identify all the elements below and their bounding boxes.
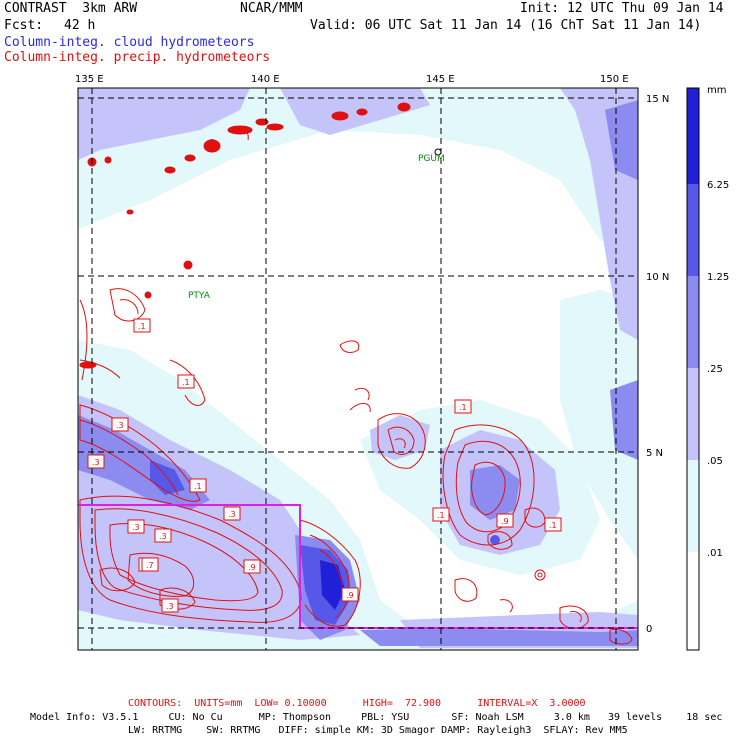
model-info-line2: LW: RRTMG SW: RRTMG DIFF: simple KM: 3D … [128,725,628,736]
contour-label: .3 [161,598,179,613]
lon-label-135: 135 E [75,74,104,85]
contour-label: .7 [141,557,159,572]
colorbar-label-1.25: 1.25 [707,272,729,283]
center-title: NCAR/MMM [240,1,303,16]
contour-label-box [454,399,472,414]
field-cloud-label: Column-integ. cloud hydrometeors [4,35,255,50]
contour-label: .3 [127,519,145,534]
contour-label-text: .1 [437,511,445,520]
lon-label-140: 140 E [251,74,280,85]
contour-label-box [133,318,151,333]
contour-label-text: .9 [346,591,354,600]
colorbar-label-.05: .05 [707,456,723,467]
contour-label-box [341,587,359,602]
lat-label-10n: 10 N [646,272,669,283]
lon-label-150: 150 E [600,74,629,85]
colorbar-bin-6.25 [687,88,699,184]
contour-label-text: .9 [501,517,509,526]
lat-label-0: 0 [646,624,652,635]
station-pgum: PGUM [418,148,445,164]
colorbar-bin-.05 [687,368,699,460]
contour-label-box [127,519,145,534]
contour-label-text: .1 [182,378,190,387]
contour-label: .3 [154,528,172,543]
contour-label-box [111,417,129,432]
contour-label: .1 [177,374,195,389]
precip-contours [79,127,633,645]
contour-labels: .1.1.3.3.1.3.3.3.1.3.9.9.1.1.9.1.7 [87,318,562,613]
contour-label: .9 [341,587,359,602]
lat-label-15n: 15 N [646,94,669,105]
contour-label-text: .1 [459,403,467,412]
contour-label-text: .3 [166,602,174,611]
contour-label-text: .3 [228,510,236,519]
colorbar-unit: mm [707,85,726,96]
contour-label-box [243,559,261,574]
contour-label: .1 [454,399,472,414]
contour-label-text: .3 [159,532,167,541]
contour-label-box [544,517,562,532]
model-title: CONTRAST 3km ARW [4,1,138,16]
contour-label-box [177,374,195,389]
contour-label-box [141,557,159,572]
lat-label-5n: 5 N [646,448,663,459]
contour-label-text: .1 [194,482,202,491]
lon-label-145: 145 E [426,74,455,85]
contours-info: CONTOURS: UNITS=mm LOW= 0.10000 HIGH= 72… [128,698,586,709]
station-pgum-label: PGUM [418,154,445,164]
contour-label: .9 [243,559,261,574]
colorbar-label-.01: .01 [707,548,723,559]
plot-frame [77,87,639,651]
contour-label: .3 [223,506,241,521]
contour-label: .1 [544,517,562,532]
contour-label-text: .3 [116,421,124,430]
contour-label-text: .1 [138,322,146,331]
colorbar-bin-.25 [687,276,699,368]
colorbar-label-.25: .25 [707,364,723,375]
contour-label-text: .9 [248,563,256,572]
valid-time: Valid: 06 UTC Sat 11 Jan 14 (16 ChT Sat … [310,18,702,33]
colorbar-bin-1.25 [687,184,699,276]
contour-label: .1 [189,478,207,493]
contour-label-box [496,513,514,528]
contour-label-text: .7 [146,561,154,570]
model-info-line1: Model Info: V3.5.1 CU: No Cu MP: Thompso… [30,712,723,723]
contour-label-box [223,506,241,521]
contour-label: .1 [432,507,450,522]
precip-cells-north [79,102,411,369]
contour-label: .1 [133,318,151,333]
contour-label-box [432,507,450,522]
contour-label-text: .3 [132,523,140,532]
contour-label-box [189,478,207,493]
contour-label-text: .1 [549,521,557,530]
colorbar-bin-.01 [687,460,699,552]
field-precip-label: Column-integ. precip. hydrometeors [4,50,271,65]
contour-label: .3 [87,454,105,469]
colorbar-label-6.25: 6.25 [707,180,729,191]
fcst-value: 42 h [64,18,96,33]
station-ptya-label: PTYA [188,291,211,301]
lat-lon-grid [78,88,638,650]
fcst-label: Fcst: [4,18,44,33]
colorbar-bin-0 [687,552,699,650]
contour-label: .3 [111,417,129,432]
contour-label-box [161,598,179,613]
contour-label-text: .3 [92,458,100,467]
contour-label-box [87,454,105,469]
cloud-hydrometeor-field [78,88,638,650]
init-time: Init: 12 UTC Thu 09 Jan 14 [520,1,724,16]
contour-label: .9 [496,513,514,528]
contour-label-box [154,528,172,543]
colorbar: mm 6.25 1.25 .25 .05 .01 [686,85,729,651]
station-ptya: PTYA [188,291,211,301]
